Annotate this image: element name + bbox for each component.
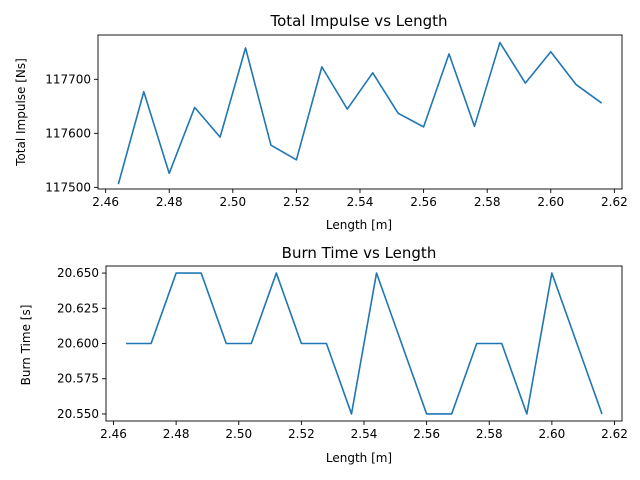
x-tick-label: 2.54 [347, 195, 374, 209]
x-tick-label: 2.54 [351, 427, 378, 441]
plot-frame [97, 34, 623, 190]
x-axis-label: Length [m] [326, 218, 392, 232]
x-tick-label: 2.60 [537, 195, 564, 209]
x-tick-label: 2.56 [413, 427, 440, 441]
x-tick-label: 2.52 [288, 427, 315, 441]
x-tick-label: 2.58 [474, 195, 501, 209]
series-line [117, 41, 603, 185]
x-tick-label: 2.48 [163, 427, 190, 441]
x-tick-label: 2.48 [156, 195, 183, 209]
x-tick-label: 2.62 [601, 195, 628, 209]
x-tick-label: 2.52 [283, 195, 310, 209]
y-tick-label: 117700 [45, 72, 91, 86]
x-tick-label: 2.60 [539, 427, 566, 441]
y-tick-label: 20.575 [57, 372, 99, 386]
axis-ticks: 2.46 2.48 2.50 2.52 2.54 2.56 2.58 2.60 2.62 1175… [45, 72, 628, 209]
x-tick-label: 2.58 [476, 427, 503, 441]
x-tick-label: 2.46 [100, 427, 127, 441]
y-tick-label: 20.650 [57, 266, 99, 280]
x-tick-label: 2.50 [219, 195, 246, 209]
y-tick-label: 20.550 [57, 407, 99, 421]
x-tick-label: 2.56 [410, 195, 437, 209]
y-axis-label: Burn Time [s] [19, 305, 33, 386]
chart-panel-burn-time: Burn Time vs Length Length [m] Burn Time… [19, 244, 628, 465]
x-axis-label: Length [m] [326, 451, 392, 465]
chart-title: Total Impulse vs Length [269, 12, 447, 30]
series-line [126, 272, 603, 415]
x-tick-label: 2.62 [601, 427, 628, 441]
chart-title: Burn Time vs Length [282, 244, 437, 262]
y-tick-label: 20.600 [57, 337, 99, 351]
plot-frame [105, 265, 623, 422]
axis-ticks: 2.46 2.48 2.50 2.52 2.54 2.56 2.58 2.60 2.62 20.5… [57, 266, 628, 441]
y-axis-label: Total Impulse [Ns] [14, 58, 28, 167]
chart-panel-total-impulse: Total Impulse vs Length Length [m] Total… [14, 12, 628, 232]
y-tick-label: 20.625 [57, 301, 99, 315]
x-tick-label: 2.46 [92, 195, 119, 209]
y-tick-label: 117600 [45, 126, 91, 140]
x-tick-label: 2.50 [225, 427, 252, 441]
y-tick-label: 117500 [45, 180, 91, 194]
